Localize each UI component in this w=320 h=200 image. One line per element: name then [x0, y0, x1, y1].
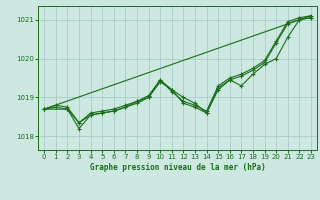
- X-axis label: Graphe pression niveau de la mer (hPa): Graphe pression niveau de la mer (hPa): [90, 163, 266, 172]
